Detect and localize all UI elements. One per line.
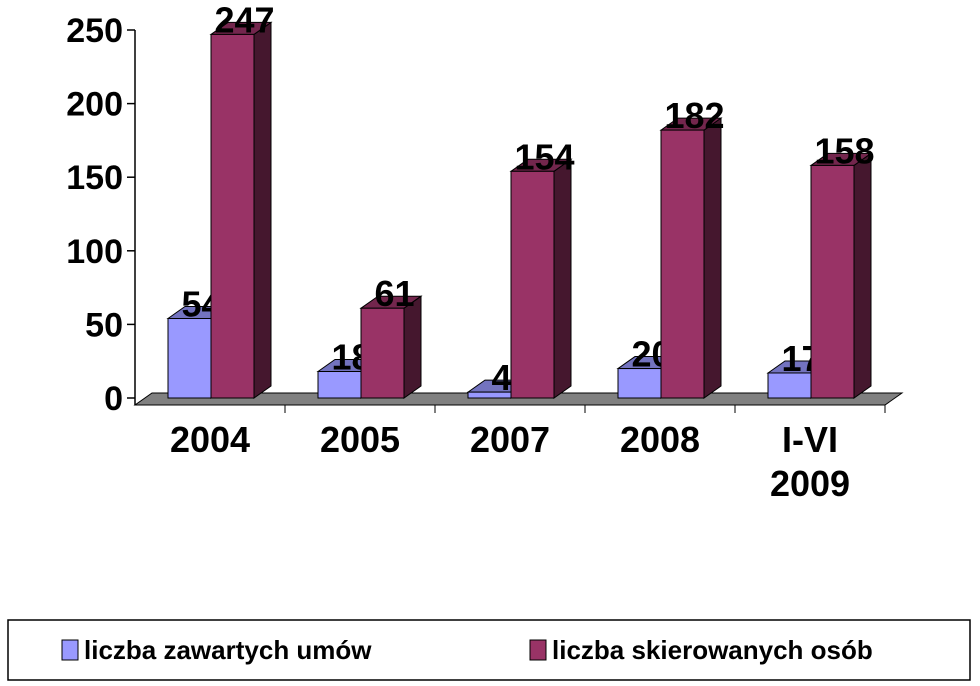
- data-label: 154: [514, 136, 574, 177]
- bar-front: [360, 307, 405, 399]
- bar-front: [810, 164, 855, 399]
- legend-swatch: [61, 639, 79, 661]
- x-tick-label-box: 2004: [169, 419, 251, 460]
- y-tick-label: 200: [66, 86, 123, 124]
- bar: [809, 152, 873, 399]
- legend-label: liczba zawartych umów: [84, 635, 372, 665]
- x-tick-label: 2004: [169, 419, 251, 460]
- bar-front: [510, 170, 555, 399]
- y-tick-label: 50: [85, 306, 123, 344]
- bar: [359, 295, 423, 399]
- bar-front: [210, 33, 255, 399]
- legend-label: liczba skierowanych osób: [552, 635, 873, 665]
- bar-front: [767, 372, 812, 399]
- bar: [209, 21, 273, 399]
- bar-front: [167, 318, 212, 399]
- data-label: 61: [374, 273, 414, 314]
- bar-front: [317, 371, 362, 399]
- data-label: 4: [491, 357, 511, 398]
- y-tick-label: 100: [66, 233, 123, 271]
- data-label: 182: [664, 95, 724, 136]
- y-tick-label: 150: [66, 159, 123, 197]
- x-tick-label: 2007: [469, 419, 551, 460]
- bar-front: [617, 368, 662, 399]
- x-tick-label: I-VI 2009: [769, 419, 851, 504]
- data-label: 247: [214, 0, 274, 40]
- legend-box: [7, 619, 971, 681]
- legend-swatch: [529, 639, 547, 661]
- x-tick-label-box: 2007: [469, 419, 551, 460]
- x-tick-label: 2005: [319, 419, 401, 460]
- bar: [659, 117, 723, 399]
- x-tick-label-box: I-VI 2009: [769, 419, 851, 504]
- bar-side: [253, 21, 272, 399]
- x-tick-label-box: 2005: [319, 419, 401, 460]
- y-tick-label: 0: [104, 380, 123, 418]
- bar-side: [853, 152, 872, 399]
- x-tick-label: 2008: [619, 419, 701, 460]
- bar-side: [553, 158, 572, 399]
- bar: [509, 158, 573, 399]
- data-label: 158: [814, 130, 874, 171]
- bar-side: [703, 117, 722, 399]
- x-tick-label-box: 2008: [619, 419, 701, 460]
- bar-front: [660, 129, 705, 399]
- y-tick-label: 250: [66, 12, 123, 50]
